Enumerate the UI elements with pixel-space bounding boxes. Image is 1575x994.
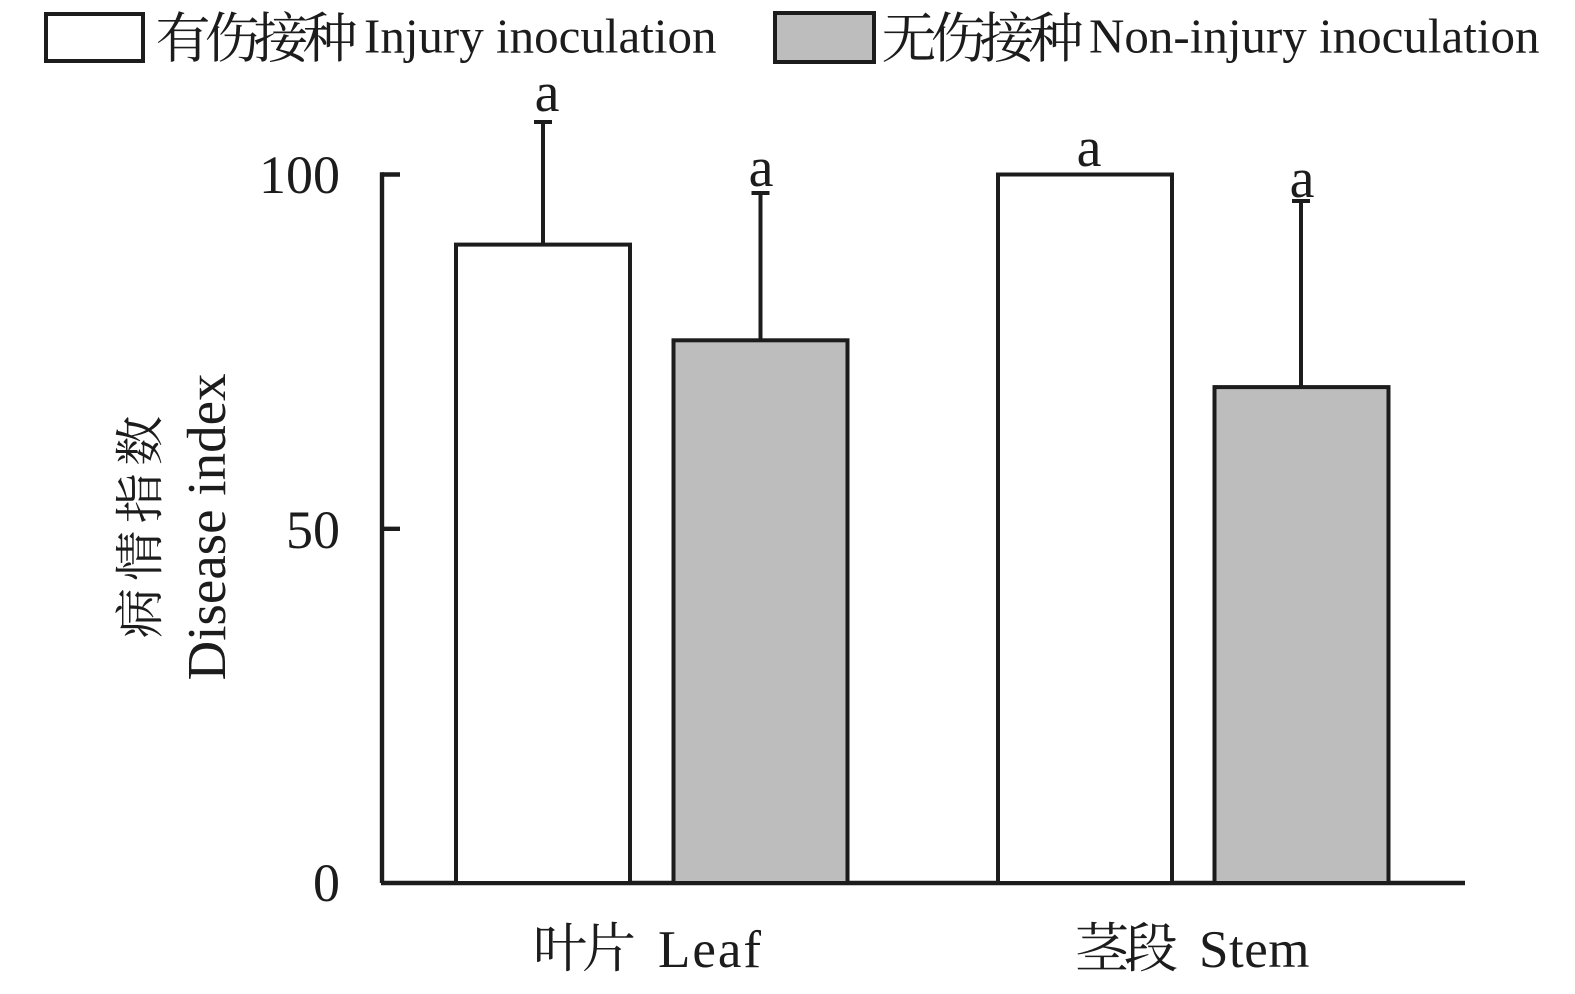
svg-text:a: a: [1077, 117, 1102, 179]
svg-text:Stem: Stem: [1199, 921, 1310, 979]
svg-text:a: a: [749, 137, 774, 199]
svg-text:100: 100: [259, 145, 340, 205]
svg-text:50: 50: [286, 500, 340, 560]
svg-text:0: 0: [313, 853, 340, 913]
svg-text:Disease index: Disease index: [176, 374, 237, 681]
svg-text:Injury inoculation: Injury inoculation: [364, 9, 716, 64]
svg-text:Leaf: Leaf: [658, 921, 763, 979]
svg-text:a: a: [1290, 148, 1315, 210]
svg-text:a: a: [535, 62, 560, 124]
svg-text:Non-injury inoculation: Non-injury inoculation: [1089, 9, 1539, 64]
